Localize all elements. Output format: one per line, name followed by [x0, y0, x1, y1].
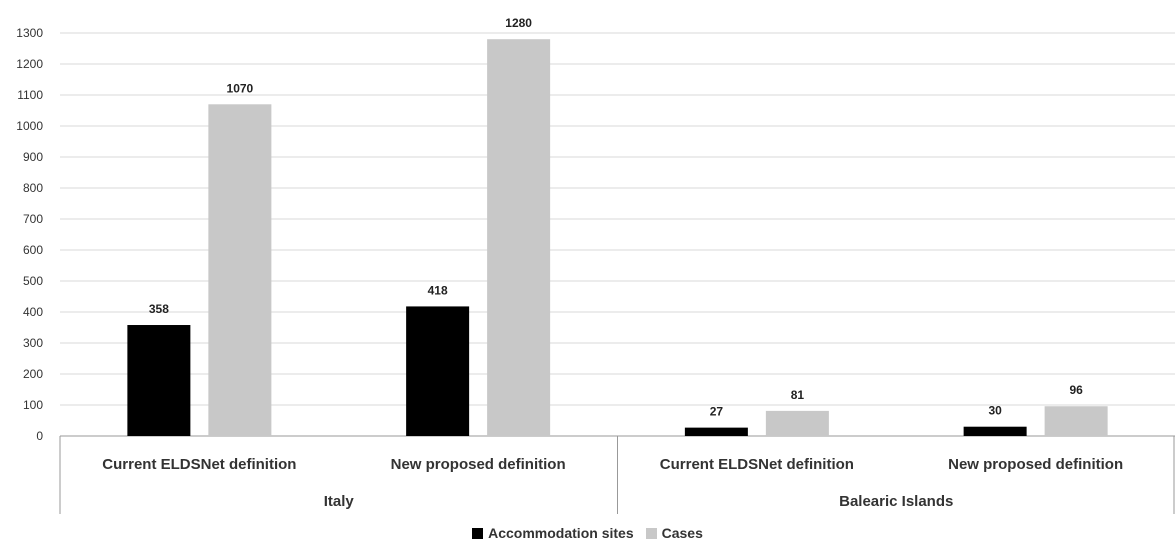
legend-label: Accommodation sites [488, 525, 634, 541]
bar [127, 325, 191, 436]
y-tick-label: 400 [23, 305, 43, 319]
y-tick-label: 100 [23, 398, 43, 412]
legend-label: Cases [661, 525, 703, 541]
y-tick-label: 800 [23, 181, 43, 195]
y-tick-label: 700 [23, 212, 43, 226]
y-tick-label: 1100 [17, 88, 43, 102]
legend-item: Cases [645, 525, 703, 541]
bar [406, 306, 470, 436]
y-tick-label: 0 [36, 429, 43, 443]
x-category-label: Current ELDSNet definition [660, 456, 854, 473]
bar [963, 426, 1027, 436]
bar [487, 39, 551, 436]
legend-item: Accommodation sites [472, 525, 634, 541]
legend: Accommodation sites Cases [0, 525, 1175, 542]
y-tick-label: 500 [23, 274, 43, 288]
y-tick-label: 300 [23, 336, 43, 350]
x-group-label: Italy [324, 493, 355, 510]
bar [208, 104, 272, 437]
y-tick-label: 1000 [16, 119, 43, 133]
y-tick-label: 200 [23, 367, 43, 381]
data-label: 96 [1069, 383, 1083, 397]
x-category-label: Current ELDSNet definition [102, 456, 296, 473]
bar [765, 410, 829, 436]
x-category-label: New proposed definition [391, 456, 566, 473]
y-tick-label: 900 [23, 150, 43, 164]
legend-swatch [645, 527, 657, 539]
legend-swatch [472, 527, 484, 539]
data-label: 30 [988, 404, 1002, 418]
data-label: 81 [791, 388, 805, 402]
y-tick-label: 600 [23, 243, 43, 257]
x-axis: Current ELDSNet definition New proposed d… [59, 436, 1175, 514]
bar [1044, 406, 1108, 436]
y-tick-label: 1200 [16, 57, 43, 71]
x-group-label: Balearic Islands [839, 493, 953, 510]
y-tick-label: 1300 [16, 26, 43, 40]
y-axis: 0 100 200 300 400 500 600 700 800 900 1000 1100 1200… [16, 26, 43, 443]
data-label: 1280 [505, 16, 532, 30]
data-label: 1070 [227, 81, 254, 95]
bar-chart: 0 100 200 300 400 500 600 700 800 900 1000 1100 1200… [16, 16, 1175, 514]
bars: 358 1070 418 1280 27 81 30 96 [127, 16, 1108, 437]
bar [684, 427, 748, 436]
x-category-label: New proposed definition [948, 456, 1123, 473]
data-label: 358 [149, 302, 169, 316]
data-label: 418 [428, 283, 448, 297]
data-label: 27 [710, 405, 724, 419]
